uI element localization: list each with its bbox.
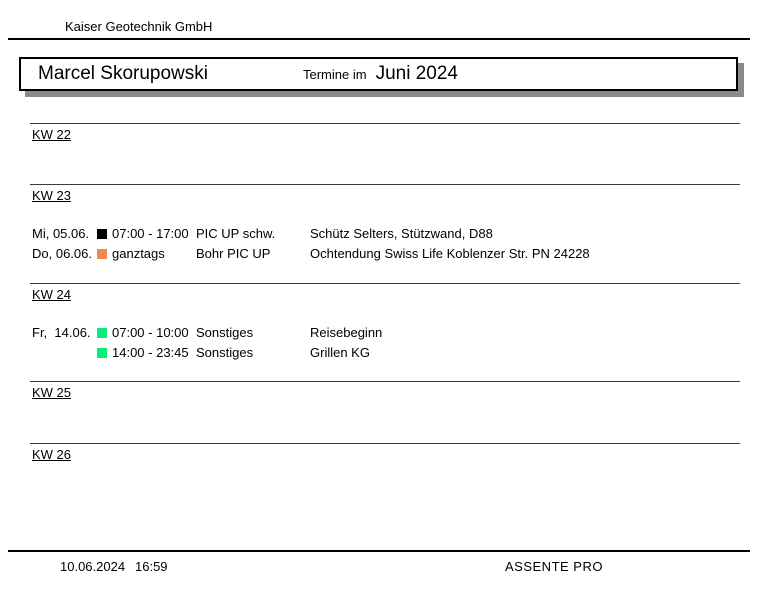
title-month: Juni 2024: [375, 63, 458, 84]
week-rule: [30, 123, 740, 124]
appointment-row: Mi, 05.06. 07:00 - 17:00 PIC UP schw. Schüt…: [0, 226, 780, 242]
appointment-time: ganztags: [112, 246, 165, 261]
title-prefix: Termine im: [303, 66, 367, 82]
appointment-time: 07:00 - 17:00: [112, 226, 189, 241]
header-rule: [8, 38, 750, 40]
week-label: KW 25: [32, 385, 72, 400]
title-subtitle: Termine im Juni 2024: [303, 59, 458, 89]
appointment-day: Fr, 14.06.: [32, 325, 91, 340]
appointment-row: Fr, 14.06. 07:00 - 10:00 Sonstiges Reisebeg…: [0, 325, 780, 341]
appointment-category-color-square: [97, 328, 107, 338]
appointment-type: Sonstiges: [196, 345, 254, 360]
footer-rule: [8, 550, 750, 552]
appointment-time: 14:00 - 23:45: [112, 345, 189, 360]
footer-print-date: 10.06.2024: [60, 559, 126, 574]
person-name: Marcel Skorupowski: [38, 63, 208, 84]
week-rule: [30, 184, 740, 185]
week-label: KW 23: [32, 188, 72, 203]
week-label: KW 26: [32, 447, 72, 462]
appointment-time: 07:00 - 10:00: [112, 325, 189, 340]
week-rule: [30, 283, 740, 284]
appointment-description: Reisebeginn: [310, 325, 383, 340]
appointment-description: Grillen KG: [310, 345, 370, 360]
appointment-type: PIC UP schw.: [196, 226, 276, 241]
company-name: Kaiser Geotechnik GmbH: [65, 19, 213, 34]
week-rule: [30, 381, 740, 382]
appointment-description: Ochtendung Swiss Life Koblenzer Str. PN …: [310, 246, 590, 261]
appointment-description: Schütz Selters, Stützwand, D88: [310, 226, 493, 241]
week-rule: [30, 443, 740, 444]
appointment-row: Do, 06.06. ganztags Bohr PIC UP Ochtendung …: [0, 246, 780, 262]
footer-print-time: 16:59: [135, 559, 168, 574]
footer-app-name: ASSENTE PRO: [505, 559, 603, 574]
week-label: KW 24: [32, 287, 72, 302]
title-box: Marcel Skorupowski Termine im Juni 2024: [19, 57, 738, 91]
appointment-type: Bohr PIC UP: [196, 246, 271, 261]
appointment-row: 14:00 - 23:45 Sonstiges Grillen KG: [0, 345, 780, 361]
appointment-category-color-square: [97, 348, 107, 358]
appointment-day: Mi, 05.06.: [32, 226, 90, 241]
appointment-type: Sonstiges: [196, 325, 254, 340]
appointment-category-color-square: [97, 229, 107, 239]
appointment-category-color-square: [97, 249, 107, 259]
week-label: KW 22: [32, 127, 72, 142]
appointment-day: Do, 06.06.: [32, 246, 92, 261]
